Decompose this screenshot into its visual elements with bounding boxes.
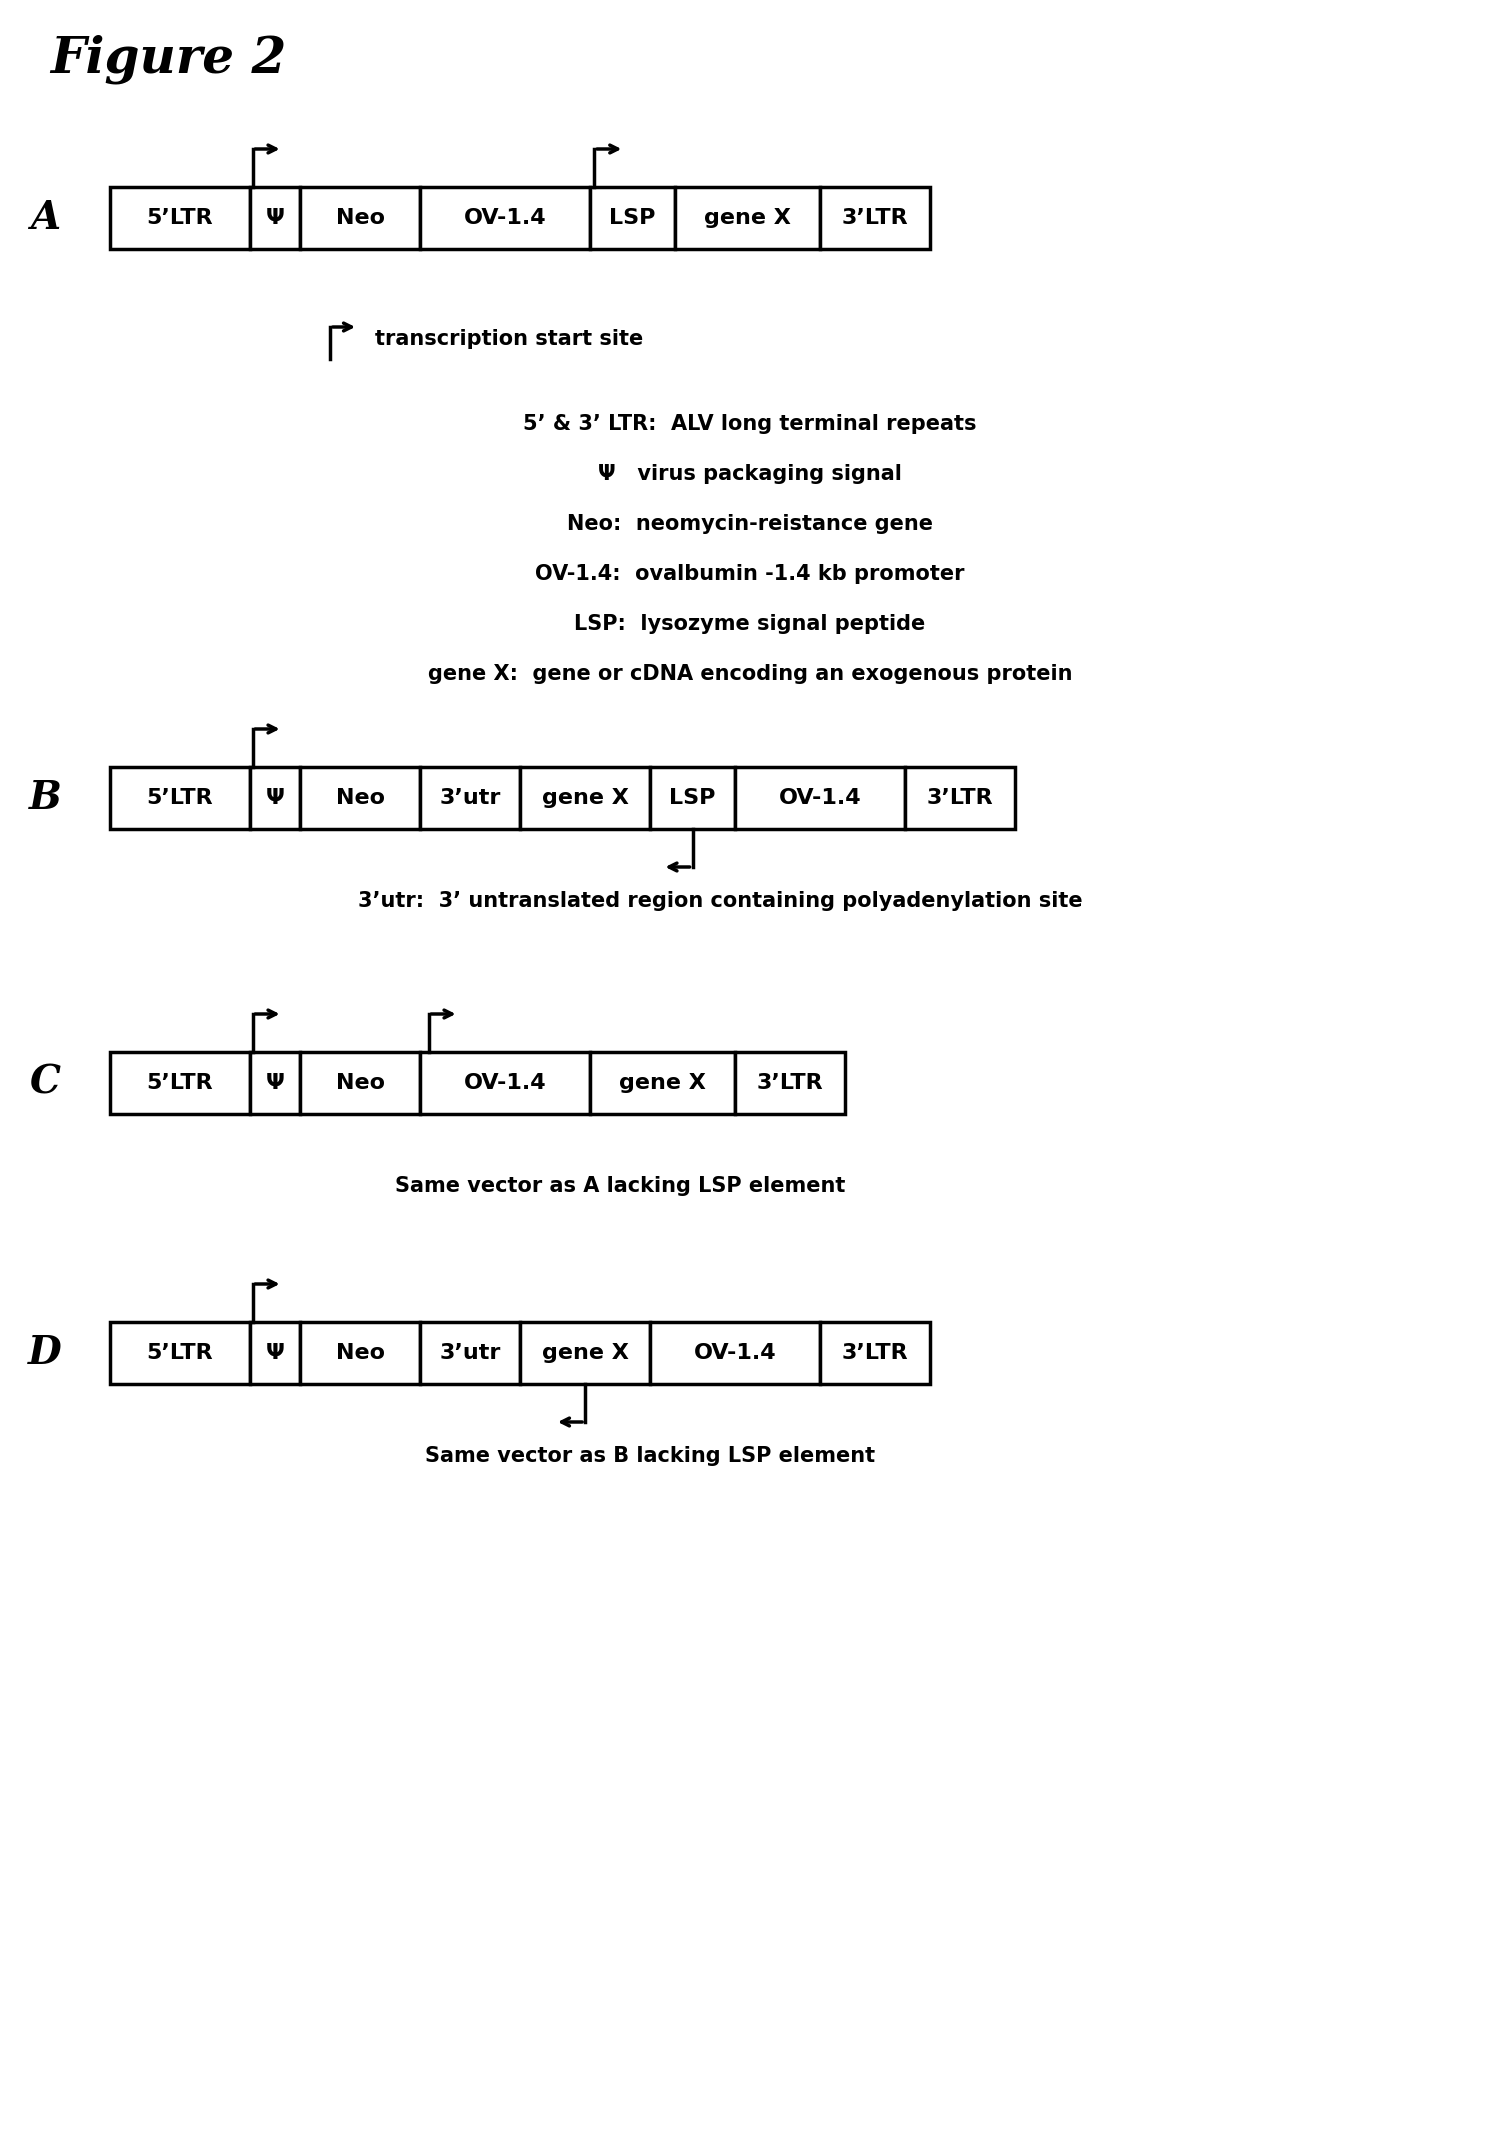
Text: transcription start site: transcription start site <box>375 329 644 350</box>
Bar <box>110 766 251 828</box>
Text: OV-1.4: OV-1.4 <box>779 787 862 809</box>
Bar <box>251 188 300 250</box>
Bar <box>675 188 820 250</box>
Bar <box>650 1321 820 1385</box>
Text: B: B <box>29 779 62 817</box>
Text: gene X: gene X <box>618 1073 705 1093</box>
Text: Ψ: Ψ <box>266 207 284 228</box>
Text: 3’utr:  3’ untranslated region containing polyadenylation site: 3’utr: 3’ untranslated region containing… <box>357 892 1082 911</box>
Text: OV-1.4: OV-1.4 <box>464 207 546 228</box>
Bar <box>650 766 735 828</box>
Bar <box>820 1321 931 1385</box>
Bar <box>300 766 420 828</box>
Text: C: C <box>30 1065 60 1101</box>
Bar <box>110 1321 251 1385</box>
Bar <box>110 1052 251 1114</box>
Text: Neo: Neo <box>336 207 384 228</box>
Bar <box>519 1321 650 1385</box>
Bar <box>300 1052 420 1114</box>
Text: OV-1.4: OV-1.4 <box>464 1073 546 1093</box>
Text: 5’LTR: 5’LTR <box>147 1073 213 1093</box>
Text: 5’ & 3’ LTR:  ALV long terminal repeats: 5’ & 3’ LTR: ALV long terminal repeats <box>524 414 977 433</box>
Bar <box>420 188 590 250</box>
Bar <box>735 766 905 828</box>
Text: D: D <box>29 1334 62 1372</box>
Text: Ψ: Ψ <box>266 787 284 809</box>
Text: Same vector as A lacking LSP element: Same vector as A lacking LSP element <box>395 1176 845 1195</box>
Text: gene X: gene X <box>542 1342 629 1364</box>
Bar <box>519 766 650 828</box>
Bar <box>735 1052 845 1114</box>
Text: Figure 2: Figure 2 <box>50 34 287 83</box>
Text: 3’utr: 3’utr <box>440 1342 501 1364</box>
Bar <box>251 766 300 828</box>
Text: OV-1.4:  ovalbumin -1.4 kb promoter: OV-1.4: ovalbumin -1.4 kb promoter <box>536 563 965 585</box>
Text: Ψ: Ψ <box>266 1342 284 1364</box>
Bar <box>590 188 675 250</box>
Text: 5’LTR: 5’LTR <box>147 1342 213 1364</box>
Text: Neo: Neo <box>336 1342 384 1364</box>
Bar <box>300 1321 420 1385</box>
Bar <box>420 1321 519 1385</box>
Bar <box>820 188 931 250</box>
Text: gene X: gene X <box>704 207 791 228</box>
Text: LSP: LSP <box>669 787 716 809</box>
Text: LSP: LSP <box>609 207 656 228</box>
Text: Ψ   virus packaging signal: Ψ virus packaging signal <box>597 463 902 484</box>
Bar <box>590 1052 735 1114</box>
Text: 3’LTR: 3’LTR <box>926 787 994 809</box>
Text: Neo:  neomycin-reistance gene: Neo: neomycin-reistance gene <box>567 514 934 534</box>
Bar <box>110 188 251 250</box>
Text: LSP:  lysozyme signal peptide: LSP: lysozyme signal peptide <box>575 615 926 634</box>
Text: Same vector as B lacking LSP element: Same vector as B lacking LSP element <box>425 1447 875 1466</box>
Text: A: A <box>30 198 60 237</box>
Text: Neo: Neo <box>336 1073 384 1093</box>
Bar <box>420 1052 590 1114</box>
Bar <box>251 1321 300 1385</box>
Bar <box>905 766 1015 828</box>
Text: 3’LTR: 3’LTR <box>757 1073 824 1093</box>
Text: gene X:  gene or cDNA encoding an exogenous protein: gene X: gene or cDNA encoding an exogeno… <box>428 664 1072 685</box>
Text: Ψ: Ψ <box>266 1073 284 1093</box>
Text: 5’LTR: 5’LTR <box>147 787 213 809</box>
Text: Neo: Neo <box>336 787 384 809</box>
Text: 5’LTR: 5’LTR <box>147 207 213 228</box>
Text: 3’LTR: 3’LTR <box>842 207 908 228</box>
Text: 3’utr: 3’utr <box>440 787 501 809</box>
Text: OV-1.4: OV-1.4 <box>693 1342 776 1364</box>
Bar <box>420 766 519 828</box>
Bar <box>251 1052 300 1114</box>
Text: 3’LTR: 3’LTR <box>842 1342 908 1364</box>
Text: gene X: gene X <box>542 787 629 809</box>
Bar <box>300 188 420 250</box>
